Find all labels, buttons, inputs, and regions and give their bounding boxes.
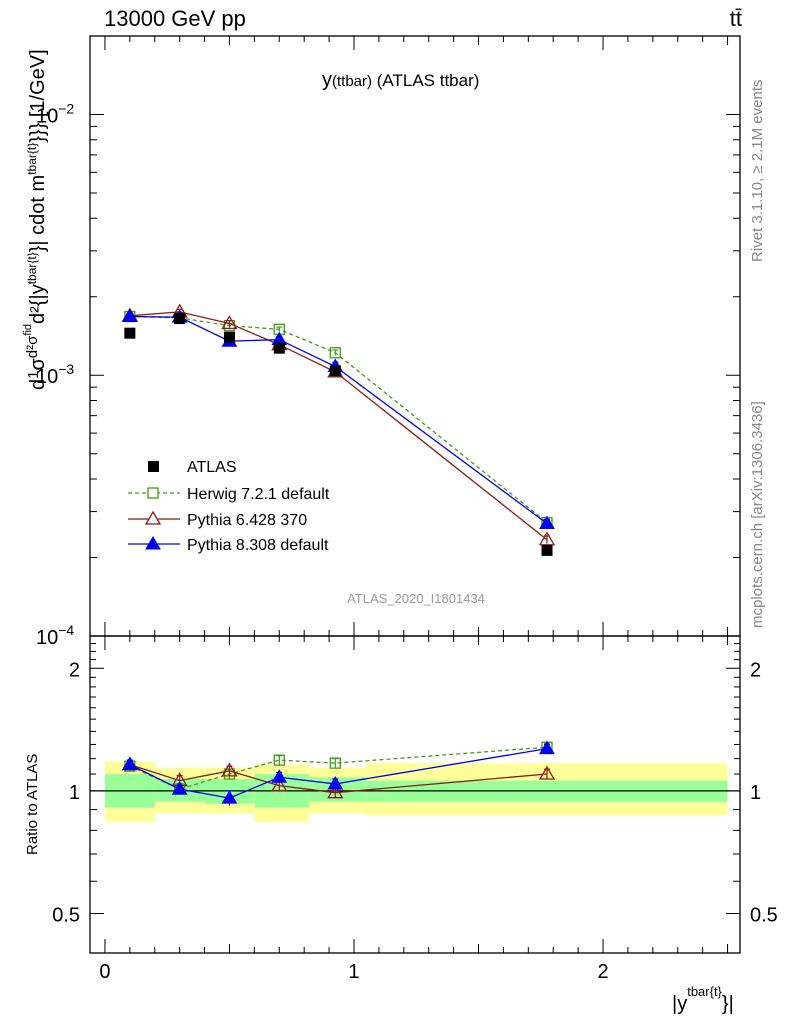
y-title-sup2: tbar{t} — [25, 143, 39, 175]
ratio-pythia-8-308-default-point — [171, 781, 188, 795]
y-title-absy: {|y — [27, 284, 49, 306]
ratio-x-tick-label-1: 1 — [348, 961, 359, 983]
legend-item-herwig: Herwig 7.2.1 default — [128, 486, 330, 503]
main-axis-ticks: 10−210−310−4 — [36, 35, 740, 649]
main-y-tick-base: 10 — [36, 627, 58, 649]
ratio-y-axis-title: Ratio to ATLAS — [24, 754, 41, 855]
ratio-y-tick-label-2: 2 — [69, 659, 80, 681]
main-atlas-point — [273, 342, 285, 354]
ratio-marks — [90, 740, 740, 822]
analysis-watermark: ATLAS_2020_I1801434 — [347, 591, 485, 606]
ratio-x-axis-title: |ytbar{t}}| — [672, 984, 734, 1015]
y-title-sigma: σ — [27, 358, 49, 371]
legend-atlas-marker — [148, 461, 159, 472]
legend-herwig-marker — [147, 487, 159, 499]
main-pythia-6-428-370-point — [538, 531, 556, 546]
main-atlas-point — [223, 331, 235, 343]
main-herwig-7-2-1-default-point — [329, 347, 341, 359]
main-y-tick-exp: −4 — [58, 622, 74, 638]
ratio-axis-ticks: 0.5 0.5 1 1 2 2 0 1 2 — [52, 636, 778, 983]
y-title-fid: fid — [22, 324, 34, 336]
main-plot-title-main: y — [322, 69, 332, 91]
main-y-tick-label-1: 10−3 — [36, 361, 74, 388]
legend-item-pythia6: Pythia 6.428 370 — [128, 510, 307, 529]
header-title: 13000 GeV pp — [104, 6, 246, 31]
main-y-axis-title: d1σd²σfidd²{|ytbar{t}}| cdot mtbar{t}}}}… — [22, 49, 49, 390]
y-title-one: 1 — [25, 371, 42, 379]
y-title-d: d — [27, 379, 49, 390]
ratio-y-tick-label-right-2: 2 — [750, 659, 761, 681]
ratio-pythia-6-428-370-point — [327, 784, 344, 799]
y-title-sup1: tbar{t} — [25, 252, 39, 284]
mcplots-text: mcplots.cern.ch [arXiv:1306.3436] — [749, 401, 766, 628]
ratio-herwig-7-2-1-default-point — [273, 754, 285, 766]
main-y-tick-base: 10 — [36, 105, 58, 127]
legend-herwig-label: Herwig 7.2.1 default — [187, 486, 330, 503]
ratio-panel-frame — [89, 635, 741, 954]
ratio-pythia-8-308-default-point — [221, 790, 238, 804]
y-title-d2: d² — [27, 306, 49, 324]
ratio-panel: 0.5 0.5 1 1 2 2 0 1 2 Ratio to ATLAS |ytbar{t}}| — [24, 635, 778, 1015]
ratio-pythia-8-308-default-point — [121, 756, 138, 771]
main-pythia-6-428-370-line — [129, 311, 548, 541]
x-title-sup: tbar{t} — [687, 984, 722, 999]
ratio-pythia-6-428-370-point — [271, 777, 288, 792]
main-pythia-6-428-370-point — [221, 315, 238, 330]
ratio-pythia-6-428-370-point — [538, 765, 556, 780]
main-y-tick-exp: −2 — [58, 100, 74, 116]
main-atlas-point — [174, 313, 186, 325]
legend-item-pythia8: Pythia 8.308 default — [128, 536, 329, 554]
x-title-tail: }| — [722, 993, 734, 1015]
y-title-d2sigma: d²σ — [24, 335, 41, 358]
ratio-y-tick-label-right-1: 1 — [750, 782, 761, 804]
main-pythia-8-308-default-line — [129, 315, 548, 525]
ratio-y-tick-label-1: 1 — [69, 782, 80, 804]
ratio-pythia-8-308-default-point — [539, 740, 555, 755]
y-title-tail: }}} [1/GeV] — [27, 49, 49, 142]
ratio-pythia-8-308-default-point — [271, 769, 288, 783]
main-y-tick-base: 10 — [36, 366, 58, 388]
ratio-y-tick-label-0: 0.5 — [52, 905, 80, 927]
y-title-cdot: }| cdot m — [27, 175, 49, 252]
rivet-version-text: Rivet 3.1.10, ≥ 2.1M events — [749, 80, 766, 263]
x-title-main: |y — [672, 993, 687, 1015]
main-plot-title: y(ttbar) (ATLAS ttbar) — [322, 69, 479, 91]
legend-atlas-label: ATLAS — [187, 459, 237, 476]
main-pythia-8-308-default-point — [539, 515, 555, 530]
legend-pythia6-marker — [144, 510, 162, 525]
main-atlas-point — [124, 327, 136, 339]
ratio-y-tick-label-right-0: 0.5 — [750, 905, 778, 927]
ratio-pythia-6-428-370-point — [221, 762, 238, 777]
main-y-tick-label-2: 10−4 — [36, 622, 74, 649]
main-atlas-point — [541, 544, 553, 556]
main-plot-title-rest: (ATLAS ttbar) — [372, 71, 479, 90]
ratio-pythia-8-308-default-point — [327, 775, 344, 790]
main-plot-title-sub: (ttbar) — [332, 73, 372, 90]
ratio-herwig-7-2-1-default-point — [329, 757, 341, 769]
main-pythia-8-308-default-point — [121, 308, 138, 322]
main-y-tick-exp: −3 — [58, 361, 74, 377]
legend-pythia8-label: Pythia 8.308 default — [187, 537, 329, 554]
legend-pythia8-marker — [145, 536, 161, 550]
ratio-pythia-8-308-default-line — [129, 747, 548, 799]
main-y-tick-label-0: 10−2 — [36, 100, 74, 127]
main-marks — [121, 303, 556, 556]
ratio-x-tick-label-0: 0 — [99, 961, 110, 983]
legend-pythia6-label: Pythia 6.428 370 — [187, 512, 307, 529]
ratio-x-tick-label-2: 2 — [597, 961, 608, 983]
main-panel: 10−210−310−4 y(ttbar) (ATLAS ttbar) ATLA… — [22, 35, 741, 649]
main-atlas-point — [329, 365, 341, 377]
header-process: tt̄ — [730, 6, 742, 31]
legend: ATLAS Herwig 7.2.1 default Pythia 6.428 … — [128, 459, 330, 554]
legend-item-atlas: ATLAS — [148, 459, 237, 476]
ratio-pythia-6-428-370-line — [129, 764, 548, 794]
